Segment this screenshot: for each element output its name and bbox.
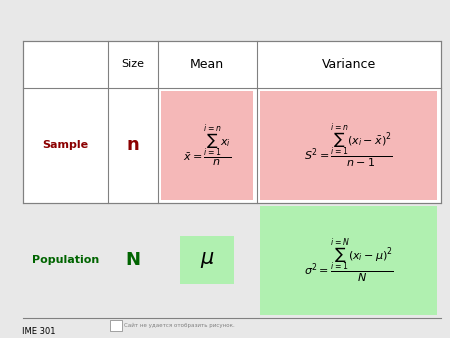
Text: Variance: Variance xyxy=(322,58,376,71)
FancyBboxPatch shape xyxy=(161,91,253,200)
FancyBboxPatch shape xyxy=(22,41,441,203)
Text: $\mu$: $\mu$ xyxy=(200,250,214,270)
Text: Population: Population xyxy=(32,255,99,265)
Text: Sample: Sample xyxy=(42,140,88,150)
Text: $\bar{x} = \dfrac{\sum_{i=1}^{i=n} x_i}{n}$: $\bar{x} = \dfrac{\sum_{i=1}^{i=n} x_i}{… xyxy=(183,122,231,169)
FancyBboxPatch shape xyxy=(260,206,437,315)
FancyBboxPatch shape xyxy=(110,320,122,331)
FancyBboxPatch shape xyxy=(260,91,437,200)
Text: Mean: Mean xyxy=(190,58,224,71)
Text: Сайт не удается отобразить рисунок.: Сайт не удается отобразить рисунок. xyxy=(124,322,234,328)
Text: $S^2 = \dfrac{\sum_{i=1}^{i=n}(x_i - \bar{x})^2}{n-1}$: $S^2 = \dfrac{\sum_{i=1}^{i=n}(x_i - \ba… xyxy=(304,121,393,170)
Text: Size: Size xyxy=(121,59,144,69)
FancyBboxPatch shape xyxy=(180,236,234,284)
Text: $\sigma^2 = \dfrac{\sum_{i=1}^{i=N}(x_i - \mu)^2}{N}$: $\sigma^2 = \dfrac{\sum_{i=1}^{i=N}(x_i … xyxy=(304,236,394,285)
Text: $\mathbf{n}$: $\mathbf{n}$ xyxy=(126,136,140,154)
Text: $\mathbf{N}$: $\mathbf{N}$ xyxy=(125,251,140,269)
Text: IME 301: IME 301 xyxy=(22,327,56,336)
